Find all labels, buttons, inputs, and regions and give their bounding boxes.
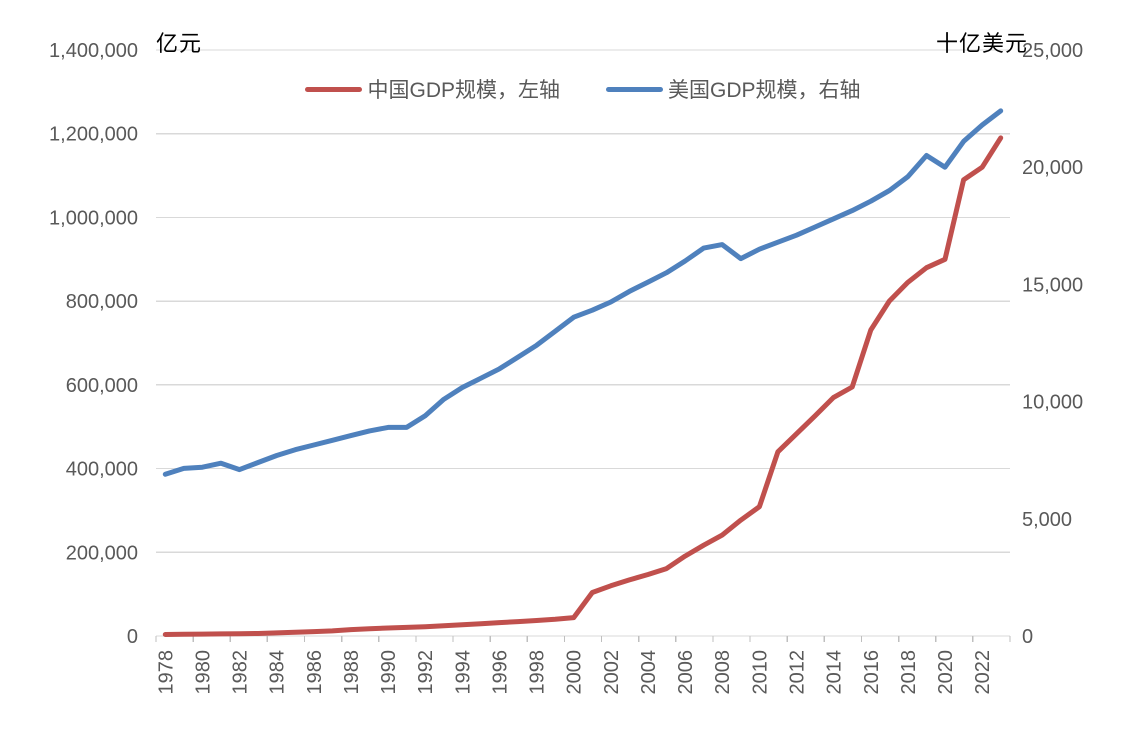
x-axis-year-label: 1994 [452, 650, 474, 695]
x-axis-year-label: 2010 [749, 650, 771, 695]
x-axis-year-label: 1984 [267, 650, 289, 695]
x-axis-year-label: 2022 [972, 650, 994, 695]
x-axis-year-label: 2002 [601, 650, 623, 695]
x-axis-year-label: 2012 [787, 650, 809, 695]
x-axis-year-label: 1990 [378, 650, 400, 695]
us-gdp-line [162, 108, 1004, 477]
x-axis-year-label: 1996 [489, 650, 511, 695]
left-axis-tick-label: 600,000 [66, 375, 138, 397]
x-axis-year-label: 2014 [824, 650, 846, 695]
left-axis-tick-label: 1,000,000 [49, 207, 138, 229]
left-axis-tick-label: 1,200,000 [49, 124, 138, 146]
china-gdp-line [162, 135, 1004, 637]
china-line-swatch-icon [305, 86, 363, 92]
x-axis-year-label: 2006 [675, 650, 697, 695]
x-axis-year-label: 1998 [527, 650, 549, 695]
right-axis-tick-label: 25,000 [1022, 40, 1083, 62]
x-axis-year-label: 1980 [192, 650, 214, 695]
x-axis-year-label: 2004 [638, 650, 660, 695]
x-axis-year-label: 2020 [935, 650, 957, 695]
left-axis-tick-label: 1,400,000 [49, 40, 138, 62]
right-axis-tick-label: 0 [1022, 626, 1033, 648]
x-axis-year-label: 1982 [230, 650, 252, 695]
right-axis-tick-label: 5,000 [1022, 509, 1072, 531]
x-axis-year-label: 1978 [155, 650, 177, 695]
x-axis-year-label: 1986 [304, 650, 326, 695]
x-axis-year-label: 2016 [861, 650, 883, 695]
right-axis-tick-label: 20,000 [1022, 157, 1083, 179]
legend-item-us: 美国GDP规模，右轴 [606, 74, 861, 104]
us-line-swatch-icon [606, 86, 663, 92]
x-axis-year-label: 1988 [341, 650, 363, 695]
legend-label-us: 美国GDP规模，右轴 [668, 79, 861, 102]
right-axis-tick-label: 15,000 [1022, 274, 1083, 296]
right-axis-title: 十亿美元 [935, 31, 1028, 56]
left-axis-tick-label: 400,000 [66, 459, 138, 481]
left-axis-tick-label: 0 [127, 626, 138, 648]
left-axis-tick-label: 800,000 [66, 291, 138, 313]
x-axis-year-label: 1992 [415, 650, 437, 695]
left-axis-tick-label: 200,000 [66, 542, 138, 564]
right-axis-tick-label: 10,000 [1022, 392, 1083, 414]
x-axis-year-label: 2018 [898, 650, 920, 695]
legend: 中国GDP规模，左轴 美国GDP规模，右轴 [156, 74, 1010, 104]
left-axis-title: 亿元 [156, 31, 203, 56]
x-axis-year-label: 2000 [564, 650, 586, 695]
legend-item-china: 中国GDP规模，左轴 [305, 74, 560, 104]
x-axis-year-label: 2008 [712, 650, 734, 695]
legend-label-china: 中国GDP规模，左轴 [367, 79, 560, 102]
